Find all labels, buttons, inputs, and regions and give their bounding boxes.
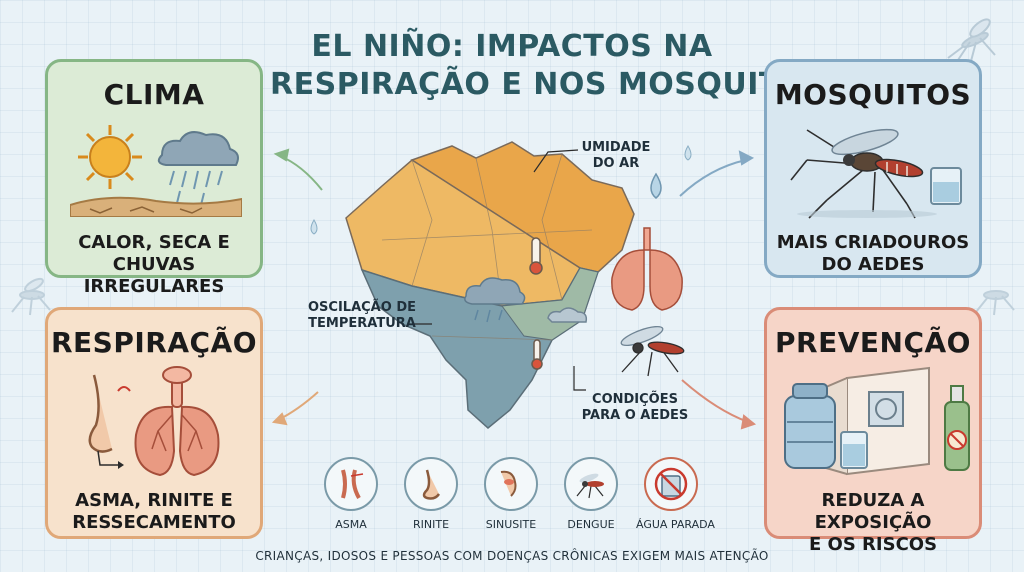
- aedes-mosquito-icon: [790, 128, 962, 219]
- sinusite-item: SINUSITE: [476, 457, 546, 531]
- clima-line-1: CALOR, SECA E: [78, 232, 230, 253]
- respiracao-card: RESPIRAÇÃO ASMA, RINITE E RESSECAMENTO: [45, 307, 263, 539]
- umidade-label: UMIDADE DO AR: [581, 140, 651, 172]
- page-title: EL NIÑO: IMPACTOS NA RESPIRAÇÃO E NOS MO…: [270, 28, 829, 104]
- agua-parada-item: ÁGUA PARADA: [636, 457, 715, 531]
- icon-label: DENGUE: [567, 518, 615, 531]
- respiracao-description: ASMA, RINITE E RESSECAMENTO: [54, 490, 254, 534]
- umidade-line-1: UMIDADE: [581, 140, 651, 155]
- prevencao-card: PREVENÇÃO REDUZA A EXPOSIÇÃO E OS RISCOS: [764, 307, 982, 555]
- sinus-face-icon: [484, 457, 538, 511]
- arrow-to-mosquitos-icon: [679, 150, 755, 197]
- icon-label: ASMA: [335, 518, 367, 531]
- oscilacao-line-2: TEMPERATURA: [308, 316, 416, 331]
- mosquitos-line-2: DO AEDES: [821, 254, 925, 275]
- oscilacao-line-1: OSCILAÇÃO DE: [308, 300, 416, 315]
- arrow-to-respiracao-icon: [271, 391, 319, 426]
- clima-card: CLIMA CALOR, SECA E CHUVAS IRREGULARES: [45, 59, 263, 297]
- clima-heading: CLIMA: [103, 78, 205, 111]
- brazil-map-illustration: [271, 141, 757, 430]
- lungs-icon: [611, 227, 683, 311]
- prevencao-line-2: E OS RISCOS: [808, 534, 938, 555]
- title-line-2: RESPIRAÇÃO E NOS MOSQUITOS: [270, 67, 829, 102]
- title-line-1: EL NIÑO: IMPACTOS NA: [311, 29, 713, 64]
- condicoes-line-2: PARA O AEDES: [581, 408, 689, 423]
- bronchi-icon: [324, 457, 378, 511]
- clima-line-2: CHUVAS IRREGULARES: [83, 254, 225, 297]
- asma-item: ASMA: [316, 457, 386, 531]
- mosquitos-description: MAIS CRIADOUROS DO AEDES: [773, 232, 973, 276]
- health-icons-row: ASMA RINITE SINUSITE DENGUE ÁGUA PARADA: [316, 457, 716, 537]
- respiracao-line-1: ASMA, RINITE E: [75, 490, 233, 511]
- mosquitos-line-1: MAIS CRIADOUROS: [776, 232, 970, 253]
- clima-description: CALOR, SECA E CHUVAS IRREGULARES: [54, 232, 254, 298]
- prevencao-line-1: REDUZA A EXPOSIÇÃO: [814, 490, 932, 533]
- nose-lungs-icon: [88, 366, 220, 477]
- respiracao-line-2: RESSECAMENTO: [72, 512, 236, 533]
- condicoes-line-1: CONDIÇÕES: [592, 392, 678, 407]
- icon-label: SINUSITE: [485, 518, 537, 531]
- nose-icon: [404, 457, 458, 511]
- sun-rain-icon: [70, 125, 242, 217]
- corner-mosquito-icon: [975, 290, 1015, 316]
- prevencao-heading: PREVENÇÃO: [775, 326, 971, 359]
- respiracao-heading: RESPIRAÇÃO: [50, 326, 258, 359]
- oscilacao-label: OSCILAÇÃO DE TEMPERATURA: [307, 300, 417, 332]
- icon-label: RINITE: [412, 518, 450, 531]
- corner-mosquito-icon: [11, 277, 51, 316]
- icon-label: ÁGUA PARADA: [636, 518, 715, 531]
- dengue-item: DENGUE: [556, 457, 626, 531]
- arrow-to-prevencao-icon: [681, 379, 757, 430]
- mosquito-icon: [564, 457, 618, 511]
- condicoes-label: CONDIÇÕES PARA O AEDES: [580, 392, 690, 424]
- prevention-items-icon: [784, 366, 970, 476]
- mosquito-icon: [620, 325, 685, 377]
- thermometer-icon: [529, 237, 543, 275]
- footer-note: CRIANÇAS, IDOSOS E PESSOAS COM DOENÇAS C…: [255, 549, 769, 563]
- no-standing-water-icon: [644, 457, 698, 511]
- arrow-to-clima-icon: [273, 148, 323, 191]
- mosquitos-card: MOSQUITOS MAIS CRIADOUROS DO AEDES: [764, 59, 982, 278]
- rinite-item: RINITE: [396, 457, 466, 531]
- corner-mosquito-icon: [947, 18, 996, 66]
- prevencao-description: REDUZA A EXPOSIÇÃO E OS RISCOS: [773, 490, 973, 556]
- mosquitos-heading: MOSQUITOS: [774, 78, 972, 111]
- umidade-line-2: DO AR: [592, 156, 640, 171]
